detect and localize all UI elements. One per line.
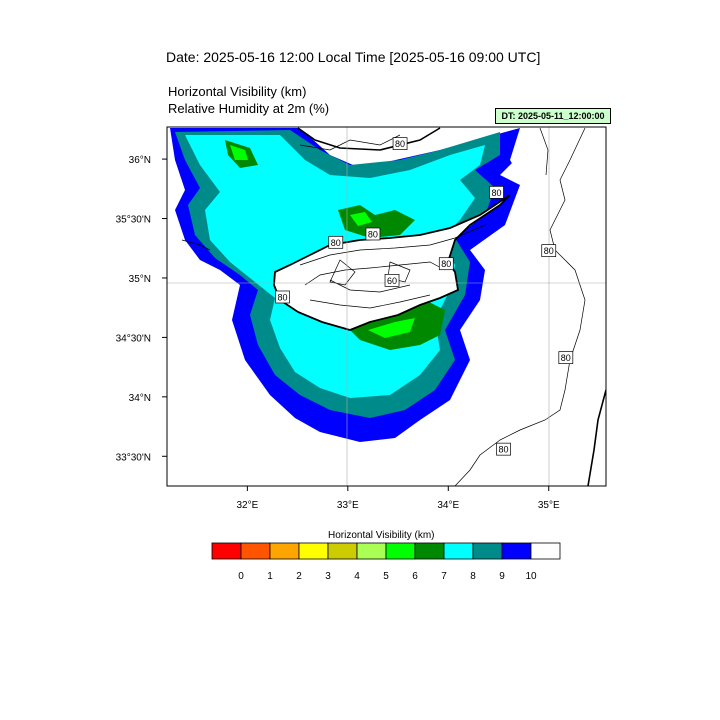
colorbar-label: 0 xyxy=(238,571,244,582)
lat-tick-label: 35°30'N xyxy=(116,215,151,226)
contour-label: 80 xyxy=(438,257,454,271)
colorbar-swatch xyxy=(385,542,416,560)
colorbar-label: 7 xyxy=(441,571,447,582)
lon-tick-label: 35°E xyxy=(538,500,560,511)
svg-text:80: 80 xyxy=(561,353,571,363)
init-time-badge: DT: 2025-05-11_12:00:00 xyxy=(495,108,611,124)
contour-label: 80 xyxy=(558,351,574,364)
levant-coastline xyxy=(587,389,606,486)
cyprus-coastline xyxy=(273,194,511,331)
colorbar-label: 4 xyxy=(354,571,360,582)
contour-label: 80 xyxy=(489,186,504,199)
colorbar-swatch xyxy=(298,542,329,560)
lat-tick-label: 35°N xyxy=(129,274,151,285)
lon-tick-label: 32°E xyxy=(236,500,258,511)
visibility-band-6km-mid xyxy=(338,205,415,238)
contour-label: 80 xyxy=(496,442,511,456)
longitude-ticks: 32°E 33°E 34°E 35°E xyxy=(236,486,560,511)
svg-text:80: 80 xyxy=(395,139,405,149)
colorbar-label: 1 xyxy=(267,571,273,582)
colorbar-label: 3 xyxy=(325,571,331,582)
colorbar-swatch xyxy=(356,542,387,560)
colorbar-swatch xyxy=(211,542,242,560)
lat-tick-label: 34°30'N xyxy=(116,333,151,344)
svg-text:60: 60 xyxy=(387,276,397,286)
colorbar-label: 9 xyxy=(499,571,505,582)
colorbar-swatch xyxy=(501,542,532,560)
date-title: Date: 2025-05-16 12:00 Local Time [2025-… xyxy=(166,49,541,65)
lat-tick-label: 33°30'N xyxy=(116,452,151,463)
colorbar-swatch xyxy=(472,542,503,560)
humidity-contours xyxy=(181,127,586,486)
colorbar-label: 10 xyxy=(525,571,537,582)
colorbar-title: Horizontal Visibility (km) xyxy=(328,530,435,541)
colorbar-swatch xyxy=(327,542,358,560)
colorbar-swatch xyxy=(269,542,300,560)
contour-labels: 80 80 80 80 80 80 60 80 80 80 xyxy=(275,137,574,456)
lat-tick-label: 36°N xyxy=(129,155,151,166)
colorbar-label: 2 xyxy=(296,571,302,582)
colorbar-label: 5 xyxy=(383,571,389,582)
contour-label: 80 xyxy=(541,244,557,257)
svg-text:80: 80 xyxy=(499,445,509,455)
contour-label: 80 xyxy=(328,235,344,249)
contour-label: 80 xyxy=(392,137,408,150)
contour-label: 80 xyxy=(365,227,381,241)
colorbar-swatch xyxy=(240,542,271,560)
svg-text:80: 80 xyxy=(368,229,378,239)
latitude-ticks: 36°N 35°30'N 35°N 34°30'N 34°N 33°30'N xyxy=(116,155,167,463)
contour-label: 80 xyxy=(275,290,290,304)
lat-tick-label: 34°N xyxy=(129,393,151,404)
svg-text:80: 80 xyxy=(441,259,451,269)
colorbar-swatch xyxy=(414,542,445,560)
turkey-coastline xyxy=(297,127,441,151)
visibility-field xyxy=(167,127,606,486)
map-frame xyxy=(166,126,607,487)
svg-text:80: 80 xyxy=(278,292,288,302)
svg-text:80: 80 xyxy=(491,188,501,198)
lon-tick-label: 34°E xyxy=(437,500,459,511)
colorbar-swatch xyxy=(443,542,474,560)
contour-label: 60 xyxy=(384,273,400,287)
colorbar: 0 1 2 3 4 5 6 7 8 9 10 xyxy=(211,542,561,582)
colorbar-swatch xyxy=(530,542,561,560)
colorbar-label: 6 xyxy=(412,571,418,582)
variable-title-humidity: Relative Humidity at 2m (%) xyxy=(168,101,330,116)
lon-tick-label: 33°E xyxy=(337,500,359,511)
svg-text:80: 80 xyxy=(544,246,554,256)
variable-title-visibility: Horizontal Visibility (km) xyxy=(168,84,307,99)
svg-text:80: 80 xyxy=(331,238,341,248)
colorbar-label: 8 xyxy=(470,571,476,582)
